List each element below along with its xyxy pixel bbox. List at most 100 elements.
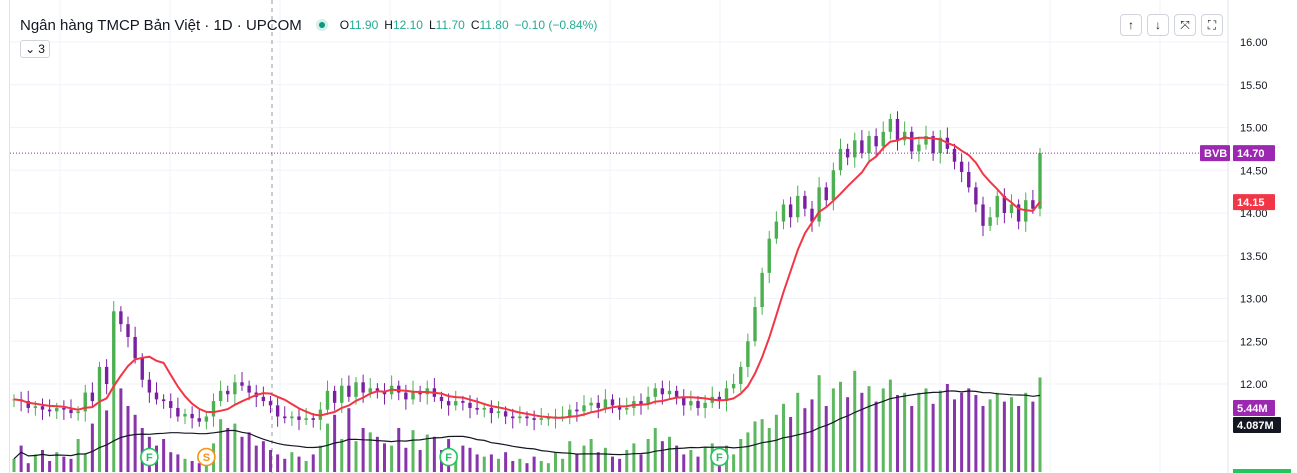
candle-body bbox=[689, 401, 693, 406]
candle-body bbox=[361, 382, 365, 393]
volume-bar bbox=[874, 401, 878, 472]
candle-body bbox=[354, 382, 358, 397]
candle-body bbox=[112, 311, 116, 384]
candle-body bbox=[796, 195, 800, 218]
volume-bar bbox=[639, 454, 643, 472]
candle-body bbox=[582, 405, 586, 412]
marker-label: F bbox=[716, 452, 723, 464]
candle-body bbox=[161, 399, 166, 402]
marker-s-icon bbox=[197, 447, 216, 467]
candle-body bbox=[468, 402, 472, 408]
candle-body bbox=[439, 396, 444, 402]
ohlc-item: −0.10 (−0.84%) bbox=[515, 18, 598, 32]
volume-bar bbox=[703, 447, 707, 472]
candle-body bbox=[888, 118, 893, 132]
candle-body bbox=[596, 402, 600, 408]
volume-bar bbox=[247, 432, 251, 472]
candle-body bbox=[838, 148, 843, 171]
candle-body bbox=[610, 399, 615, 406]
volume-bar bbox=[418, 450, 422, 472]
candle-body bbox=[154, 392, 159, 400]
chevron-down-icon: ⌄ bbox=[25, 42, 36, 56]
candle-body bbox=[104, 366, 109, 384]
indicators-toggle-button[interactable]: ⌄ 3 bbox=[20, 40, 50, 58]
candle-body bbox=[211, 401, 216, 417]
volume-bar bbox=[789, 417, 793, 472]
candle-body bbox=[340, 385, 344, 403]
volume-bar bbox=[1038, 377, 1042, 472]
ohlc-key: C bbox=[470, 18, 480, 32]
candle-body bbox=[76, 411, 80, 414]
price-ma-line bbox=[13, 136, 1041, 419]
volume-bar bbox=[69, 458, 73, 472]
volume-bar bbox=[696, 456, 700, 472]
candle-body bbox=[525, 416, 529, 419]
volume-bar bbox=[375, 436, 379, 472]
volume-bar bbox=[190, 461, 194, 472]
candle-body bbox=[931, 136, 935, 154]
candle-body bbox=[853, 140, 857, 158]
volume-bar bbox=[140, 428, 144, 472]
volume-bar bbox=[689, 450, 693, 472]
indicator-count: 3 bbox=[38, 42, 45, 56]
volume-bar bbox=[746, 432, 750, 472]
candle-body bbox=[539, 418, 543, 420]
volume-scale-bar bbox=[1233, 469, 1291, 473]
marker-label: F bbox=[445, 452, 452, 464]
candle-body bbox=[810, 208, 814, 222]
volume-bar bbox=[625, 450, 629, 472]
candle-body bbox=[767, 238, 771, 273]
candle-body bbox=[247, 385, 251, 393]
candle-body bbox=[240, 382, 244, 386]
candle-body bbox=[332, 390, 337, 403]
candles bbox=[12, 111, 1042, 431]
volume-bar bbox=[611, 456, 614, 472]
volume-bar bbox=[810, 399, 814, 472]
symbol-title[interactable]: Ngân hàng TMCP Bản Việt · 1D · UPCOM bbox=[20, 16, 302, 34]
ohlc-value: 11.90 bbox=[349, 18, 379, 32]
arrow-down-button[interactable]: ↓ bbox=[1147, 14, 1169, 36]
candle-body bbox=[482, 407, 486, 410]
candle-body bbox=[404, 392, 408, 400]
volume-bar bbox=[575, 454, 579, 472]
volume-bar bbox=[753, 421, 757, 472]
collapse-button[interactable]: ⤧ bbox=[1174, 14, 1196, 36]
volume-last-label-bg bbox=[1233, 400, 1275, 416]
candle-body bbox=[33, 406, 38, 408]
candle-body bbox=[133, 336, 137, 359]
volume-bar bbox=[254, 445, 258, 472]
volume-bar bbox=[803, 408, 807, 472]
candle-body bbox=[967, 171, 971, 188]
candle-body bbox=[226, 390, 230, 395]
candle-body bbox=[126, 324, 130, 337]
candle-body bbox=[62, 407, 66, 410]
candle-body bbox=[881, 131, 885, 147]
volume-bar bbox=[568, 441, 572, 472]
candle-body bbox=[197, 418, 201, 422]
ohlc-value: 11.70 bbox=[435, 18, 465, 32]
candle-body bbox=[475, 407, 479, 410]
candle-body bbox=[489, 407, 494, 414]
candle-body bbox=[446, 401, 451, 406]
volume-bar bbox=[1002, 401, 1006, 472]
volume-bar bbox=[90, 423, 94, 472]
fullscreen-button[interactable]: ⛶ bbox=[1201, 14, 1223, 36]
volume-bar bbox=[539, 461, 543, 472]
ohlc-key: H bbox=[384, 18, 393, 32]
volume-bar bbox=[83, 454, 87, 472]
volume-bar bbox=[475, 454, 479, 472]
candle-body bbox=[781, 204, 786, 222]
candle-body bbox=[959, 161, 964, 172]
volume-bar bbox=[732, 454, 736, 472]
arrow-up-button[interactable]: ↑ bbox=[1120, 14, 1142, 36]
volume-bars bbox=[12, 370, 1042, 472]
candle-body bbox=[140, 358, 144, 380]
last-price-label-bg bbox=[1233, 145, 1275, 162]
candle-body bbox=[774, 221, 779, 239]
volume-bar bbox=[19, 445, 23, 472]
volume-bar bbox=[432, 436, 436, 472]
volume-bar bbox=[917, 392, 921, 472]
candle-body bbox=[411, 390, 415, 400]
volume-ma-label-bg bbox=[1233, 417, 1281, 433]
